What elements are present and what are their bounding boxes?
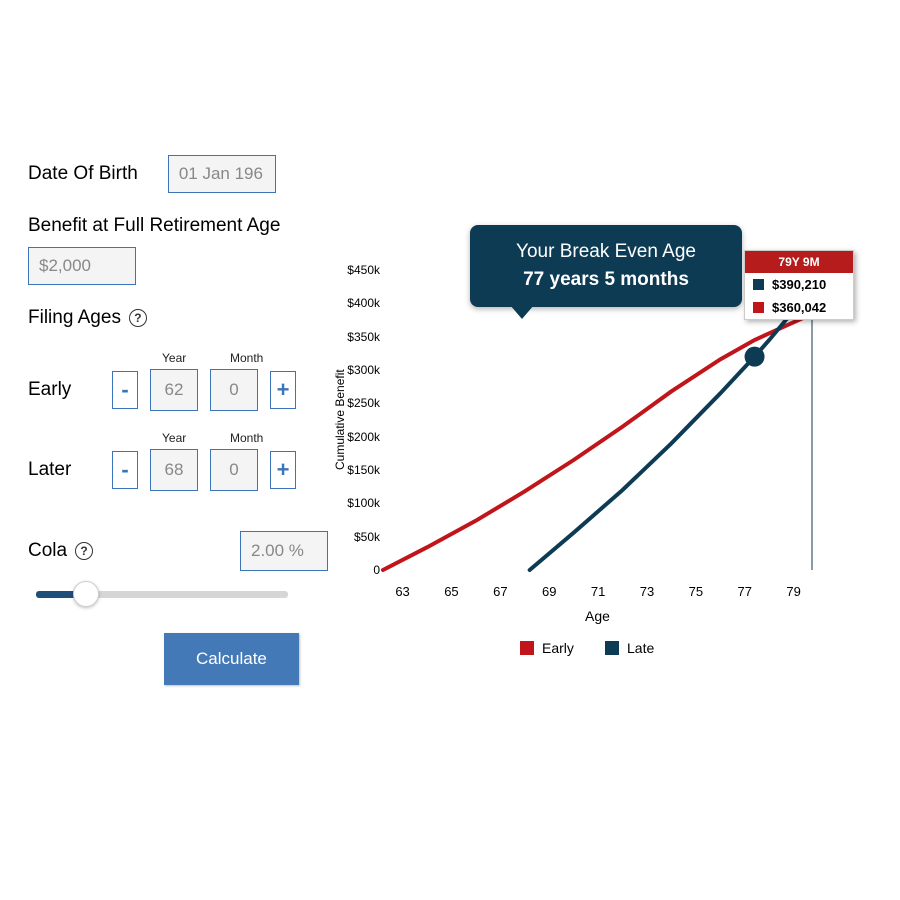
year-header-2: Year [162, 431, 210, 445]
slider-thumb[interactable] [73, 581, 99, 607]
filing-ages-row: Filing Ages ? [28, 307, 328, 329]
hover-swatch-0 [753, 279, 764, 290]
cola-label: Cola [28, 540, 67, 562]
later-plus-button[interactable]: + [270, 451, 296, 489]
x-axis-title: Age [585, 608, 610, 624]
later-age-row: Later - 68 0 + [28, 449, 328, 491]
form-panel: Date Of Birth 01 Jan 196 Benefit at Full… [28, 155, 328, 685]
cola-input[interactable]: 2.00 % [240, 531, 328, 571]
chart-area: Cumulative Benefit 0$50k$100k$150k$200k$… [325, 270, 865, 640]
cola-help-icon[interactable]: ? [75, 542, 93, 560]
dob-label: Date Of Birth [28, 163, 138, 185]
early-age-row: Early - 62 0 + [28, 369, 328, 411]
legend-late: Late [605, 640, 654, 656]
hover-row-1: $360,042 [745, 296, 853, 319]
bubble-title: Your Break Even Age [494, 241, 718, 263]
hover-row-0: $390,210 [745, 273, 853, 296]
hover-value-0: $390,210 [772, 277, 826, 292]
benefit-row: Benefit at Full Retirement Age $2,000 [28, 215, 328, 285]
later-minus-button[interactable]: - [112, 451, 138, 489]
bubble-value: 77 years 5 months [494, 269, 718, 291]
age-column-headers: Year Month [162, 351, 328, 365]
legend-early: Early [520, 640, 574, 656]
cola-row: Cola ? 2.00 % [28, 531, 328, 571]
early-month-input[interactable]: 0 [210, 369, 258, 411]
legend-label-late: Late [627, 640, 654, 656]
year-header: Year [162, 351, 210, 365]
bubble-arrow-icon [510, 305, 534, 319]
legend-label-early: Early [542, 640, 574, 656]
hover-tooltip: 79Y 9M $390,210 $360,042 [744, 250, 854, 320]
age-column-headers-2: Year Month [162, 431, 328, 445]
dob-input[interactable]: 01 Jan 196 [168, 155, 276, 193]
filing-ages-label: Filing Ages [28, 307, 121, 329]
cola-slider[interactable] [28, 583, 288, 605]
legend-swatch-late [605, 641, 619, 655]
later-year-input[interactable]: 68 [150, 449, 198, 491]
later-month-input[interactable]: 0 [210, 449, 258, 491]
legend-swatch-early [520, 641, 534, 655]
month-header-2: Month [230, 431, 278, 445]
early-year-input[interactable]: 62 [150, 369, 198, 411]
early-label: Early [28, 379, 100, 401]
benefit-label: Benefit at Full Retirement Age [28, 215, 298, 237]
hover-value-1: $360,042 [772, 300, 826, 315]
month-header: Month [230, 351, 278, 365]
later-label: Later [28, 459, 100, 481]
benefit-input[interactable]: $2,000 [28, 247, 136, 285]
dob-row: Date Of Birth 01 Jan 196 [28, 155, 328, 193]
hover-swatch-1 [753, 302, 764, 313]
early-plus-button[interactable]: + [270, 371, 296, 409]
hover-tooltip-header: 79Y 9M [745, 251, 853, 273]
early-minus-button[interactable]: - [112, 371, 138, 409]
break-even-bubble: Your Break Even Age 77 years 5 months [470, 225, 742, 307]
help-icon[interactable]: ? [129, 309, 147, 327]
calculate-button[interactable]: Calculate [164, 633, 299, 685]
